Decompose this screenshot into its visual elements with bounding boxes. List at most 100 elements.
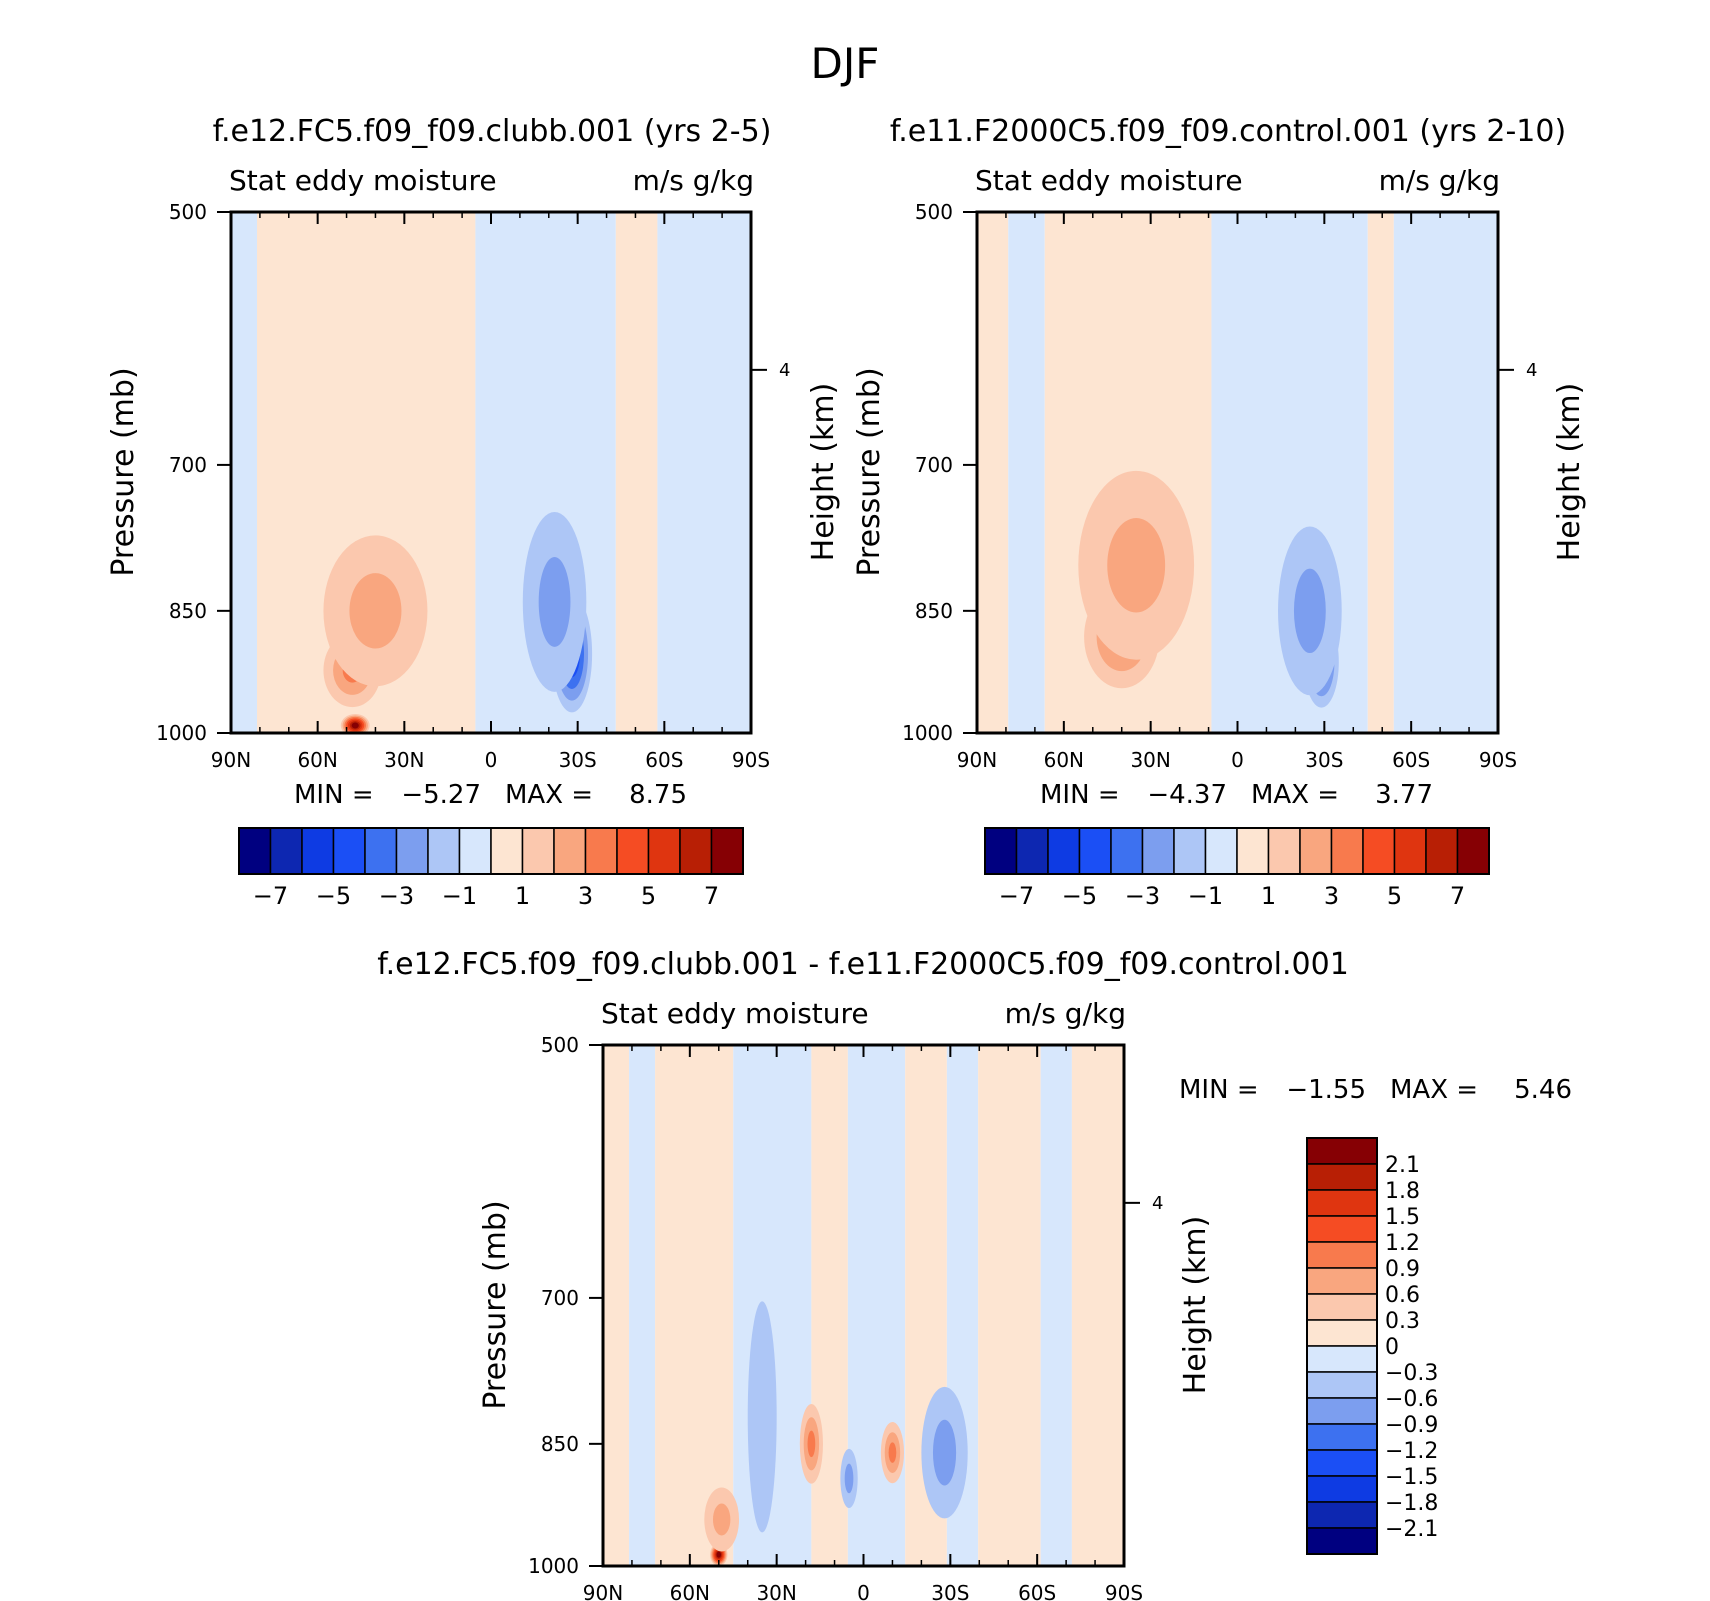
y2-axis-label: Height (km) bbox=[1552, 383, 1587, 562]
y-axis-label: Pressure (mb) bbox=[106, 367, 141, 576]
contour-level bbox=[807, 1430, 816, 1458]
left-string: Stat eddy moisture bbox=[975, 164, 1243, 197]
max-label: MAX = bbox=[1390, 1075, 1478, 1105]
units-string: m/s g/kg bbox=[633, 164, 754, 197]
colorbar-swatch bbox=[1306, 1163, 1378, 1191]
colorbar-label: −1.8 bbox=[1385, 1491, 1438, 1516]
y-tick-label: 500 bbox=[541, 1033, 579, 1057]
colorbar-label: −3 bbox=[1125, 882, 1160, 910]
colorbar-swatch bbox=[1173, 827, 1207, 875]
contour-level bbox=[538, 556, 571, 647]
colorbar-swatch bbox=[584, 827, 618, 875]
contour-level bbox=[844, 1463, 854, 1494]
units-string: m/s g/kg bbox=[1379, 164, 1500, 197]
x-tick-label: 60N bbox=[297, 748, 337, 772]
x-tick-label: 30S bbox=[1305, 748, 1343, 772]
colorbar-swatch bbox=[1306, 1475, 1378, 1503]
colorbar-label: 1 bbox=[515, 882, 530, 910]
axes-frame: 90N 60N 30N 0 30S 60S 90S 500 700 850 1000 4 bbox=[528, 1033, 1163, 1601]
contour-band bbox=[1040, 1045, 1072, 1566]
contour-band bbox=[603, 1045, 630, 1566]
panel-title: f.e12.FC5.f09_f09.clubb.001 (yrs 2-5) bbox=[213, 114, 772, 149]
y-axis-label: Pressure (mb) bbox=[852, 367, 887, 576]
colorbar-vertical: 2.11.81.51.20.90.60.30−0.3−0.6−0.9−1.2−1… bbox=[1306, 1137, 1438, 1555]
contour-band bbox=[655, 1045, 734, 1566]
colorbar-swatch bbox=[1456, 827, 1490, 875]
min-value: −1.55 bbox=[1286, 1075, 1366, 1105]
colorbar-swatch bbox=[1330, 827, 1364, 875]
colorbar-swatch bbox=[1306, 1267, 1378, 1295]
colorbar-swatch bbox=[1110, 827, 1144, 875]
colorbar-label: −7 bbox=[253, 882, 288, 910]
y-axis-label: Pressure (mb) bbox=[478, 1200, 513, 1409]
x-tick-label: 90S bbox=[1479, 748, 1517, 772]
height-tick-label: 4 bbox=[1526, 360, 1537, 381]
y2-axis-label: Height (km) bbox=[806, 383, 841, 562]
min-value: −4.37 bbox=[1147, 780, 1227, 810]
panel-title: f.e11.F2000C5.f09_f09.control.001 (yrs 2… bbox=[890, 114, 1566, 149]
colorbar-label: 7 bbox=[1450, 882, 1465, 910]
panel-difference: f.e12.FC5.f09_f09.clubb.001 - f.e11.F200… bbox=[377, 947, 1572, 1601]
y-tick-label: 1000 bbox=[156, 721, 207, 745]
panel-clubb: f.e12.FC5.f09_f09.clubb.001 (yrs 2-5) St… bbox=[106, 114, 841, 910]
x-tick-label: 60N bbox=[670, 1581, 710, 1601]
x-tick-label: 30S bbox=[931, 1581, 969, 1601]
colorbar-swatch bbox=[679, 827, 713, 875]
contour-band bbox=[615, 212, 658, 733]
colorbar-label: 5 bbox=[641, 882, 656, 910]
colorbar-swatch bbox=[1306, 1137, 1378, 1165]
x-tick-label: 0 bbox=[1231, 748, 1244, 772]
colorbar-frame bbox=[238, 827, 744, 875]
x-tick-label: 60S bbox=[645, 748, 683, 772]
contour-band bbox=[977, 212, 1009, 733]
x-tick-label: 30N bbox=[384, 748, 424, 772]
colorbar-swatch bbox=[710, 827, 744, 875]
x-tick-label: 30S bbox=[559, 748, 597, 772]
colorbar-swatch bbox=[490, 827, 524, 875]
colorbar-label: 3 bbox=[1324, 882, 1339, 910]
y-tick-label: 850 bbox=[169, 599, 207, 623]
contour-level bbox=[712, 1503, 731, 1536]
colorbar-swatch bbox=[395, 827, 429, 875]
x-tick-label: 90N bbox=[583, 1581, 623, 1601]
units-string: m/s g/kg bbox=[1005, 997, 1126, 1030]
colorbar-label: 1.8 bbox=[1385, 1179, 1420, 1204]
colorbar-swatch bbox=[1306, 1319, 1378, 1347]
left-string: Stat eddy moisture bbox=[229, 164, 497, 197]
max-value: 5.46 bbox=[1514, 1075, 1572, 1105]
colorbar-label: −1.2 bbox=[1385, 1439, 1438, 1464]
contour-level bbox=[888, 1442, 897, 1463]
axes-frame: 90N 60N 30N 0 30S 60S 90S 500 700 850 1000 4 bbox=[902, 200, 1537, 772]
colorbar-label: −3 bbox=[379, 882, 414, 910]
x-tick-label: 90N bbox=[957, 748, 997, 772]
colorbar-label: −0.9 bbox=[1385, 1413, 1438, 1438]
x-tick-label: 90N bbox=[211, 748, 251, 772]
colorbar-label: 7 bbox=[704, 882, 719, 910]
x-tick-label: 60N bbox=[1044, 748, 1084, 772]
colorbar: −7 −5 −3 −1 1 3 5 7 bbox=[984, 827, 1490, 910]
colorbar-swatch bbox=[364, 827, 398, 875]
y-tick-label: 1000 bbox=[528, 1554, 579, 1578]
colorbar-label: 0.6 bbox=[1385, 1283, 1420, 1308]
x-tick-label: 30N bbox=[756, 1581, 796, 1601]
y-tick-label: 700 bbox=[541, 1286, 579, 1310]
y-tick-label: 500 bbox=[915, 200, 953, 224]
colorbar-swatch bbox=[1141, 827, 1175, 875]
max-label: MAX = bbox=[505, 780, 593, 810]
colorbar-swatch bbox=[647, 827, 681, 875]
colorbar-swatch bbox=[1306, 1241, 1378, 1269]
x-tick-label: 60S bbox=[1018, 1581, 1056, 1601]
colorbar-swatch bbox=[1306, 1189, 1378, 1217]
x-tick-label: 0 bbox=[485, 748, 498, 772]
contour-level bbox=[716, 1551, 721, 1558]
x-tick-label: 30N bbox=[1130, 748, 1170, 772]
colorbar-swatch bbox=[1306, 1397, 1378, 1425]
colorbar: −7 −5 −3 −1 1 3 5 7 bbox=[238, 827, 744, 910]
left-string: Stat eddy moisture bbox=[601, 997, 869, 1030]
colorbar-swatch bbox=[1299, 827, 1333, 875]
colorbar-swatch bbox=[1306, 1527, 1378, 1555]
contour-band bbox=[657, 212, 751, 733]
height-tick-label: 4 bbox=[1152, 1193, 1163, 1214]
colorbar-swatch bbox=[1236, 827, 1270, 875]
max-label: MAX = bbox=[1251, 780, 1339, 810]
